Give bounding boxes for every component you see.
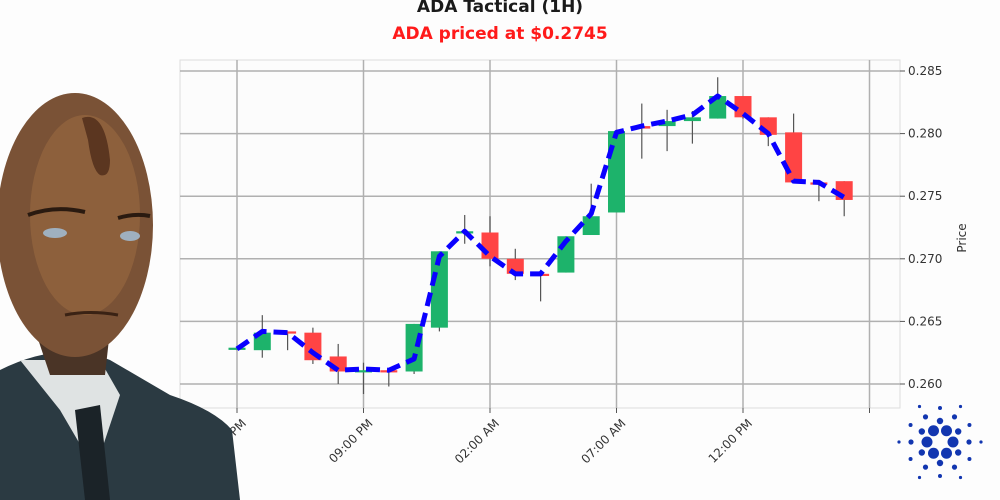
logo-dot: [951, 464, 958, 470]
logo-dot: [918, 428, 926, 435]
logo-dot: [936, 459, 944, 467]
logo-dot: [967, 423, 972, 427]
android-portrait-icon: [0, 93, 240, 500]
logo-dot: [966, 439, 972, 445]
logo-dot: [908, 457, 913, 461]
candle-up: [658, 109, 676, 152]
y-tick-label: 0.270: [908, 252, 942, 266]
x-tick-label: 07:00 AM: [578, 416, 628, 466]
candle-body: [734, 96, 752, 118]
logo-dot: [917, 475, 922, 480]
plot-area: [179, 59, 901, 409]
logo-dot: [967, 457, 972, 461]
candle-body: [355, 370, 372, 373]
candle-body: [785, 132, 803, 183]
eye-left: [43, 228, 67, 238]
eye-right: [120, 231, 140, 241]
y-tick-label: 0.260: [908, 377, 942, 391]
chart-subtitle: ADA priced at $0.2745: [392, 24, 608, 44]
candle-body: [658, 121, 676, 127]
candle-body: [683, 117, 701, 122]
candle-down: [279, 331, 297, 351]
logo-dot: [918, 449, 926, 456]
logo-dot: [958, 404, 963, 409]
logo-dot: [908, 439, 914, 445]
logo-dot: [922, 414, 929, 420]
logo-dot: [951, 414, 958, 420]
logo-dot: [938, 474, 942, 478]
logo-dot: [954, 428, 962, 435]
face-highlight: [30, 115, 140, 315]
y-axis-label: Price: [955, 223, 969, 252]
candle-body: [835, 181, 853, 200]
x-tick-label: 09:00 PM: [326, 416, 375, 465]
candle-body: [608, 131, 625, 213]
candle-body: [279, 331, 297, 334]
candle-body: [430, 251, 448, 328]
logo-dot: [928, 425, 939, 437]
x-tick-label: 12:00 PM: [706, 416, 755, 465]
logo-dot: [947, 436, 959, 448]
logo-dot: [928, 447, 939, 459]
logo-dot: [954, 449, 962, 456]
logo-dot: [908, 423, 913, 427]
mouth: [64, 311, 119, 317]
brow-left: [27, 207, 86, 217]
logo-dot: [897, 440, 901, 444]
candle-up: [683, 111, 701, 144]
candle-body: [481, 232, 499, 259]
logo-dot: [958, 475, 963, 480]
chart-title: ADA Tactical (1H): [416, 0, 584, 17]
logo-dot: [921, 436, 933, 448]
logo-dot: [941, 447, 952, 459]
y-tick-label: 0.275: [908, 189, 942, 203]
logo-dot: [938, 406, 942, 410]
cardano-logo-icon: [897, 404, 983, 480]
logo-dot: [979, 440, 983, 444]
y-tick-label: 0.280: [908, 127, 942, 141]
y-tick-label: 0.265: [908, 314, 942, 328]
candle-up: [405, 323, 423, 374]
x-tick-label: 02:00 AM: [452, 416, 502, 466]
head-plate: [82, 116, 110, 176]
candle-body: [582, 216, 600, 236]
logo-dot: [936, 417, 944, 425]
brow-right: [117, 212, 151, 220]
candle-up: [355, 362, 372, 395]
logo-dot: [917, 404, 922, 409]
trend-line: [235, 93, 846, 373]
y-tick-label: 0.285: [908, 64, 942, 78]
tie: [75, 405, 110, 500]
logo-dot: [941, 425, 952, 437]
logo-dot: [922, 464, 929, 470]
candle-up: [608, 131, 625, 213]
